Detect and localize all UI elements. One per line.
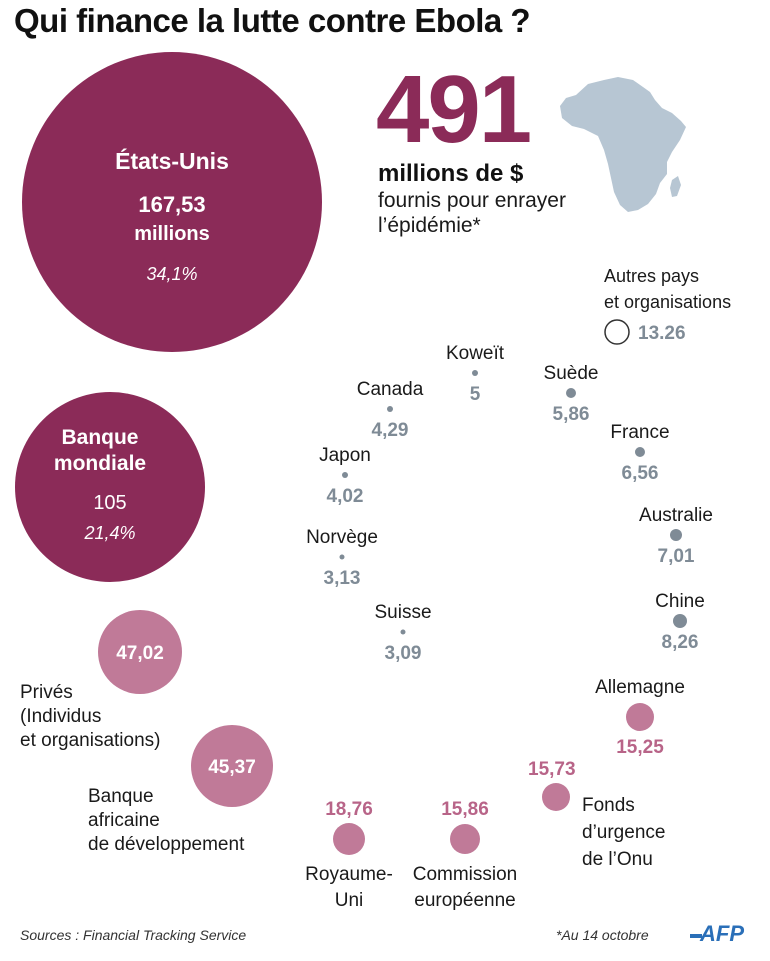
koweit-bubble (472, 370, 478, 376)
fonds-d-urgence-de-l-onu-label-line3: de l’Onu (582, 849, 653, 870)
canada-value: 4,29 (372, 420, 409, 441)
etats-unis-share: 34,1% (146, 264, 197, 284)
fonds-d-urgence-de-l-onu-value: 15,73 (528, 759, 576, 780)
japon-bubble (342, 472, 348, 478)
norvege-label: Norvège (306, 527, 378, 548)
chine-label: Chine (655, 591, 705, 612)
royaume-uni-value: 18,76 (325, 799, 373, 820)
suisse-bubble (400, 629, 406, 635)
canada-bubble (387, 406, 393, 412)
total-description: fournis pour enrayer l’épidémie* (378, 189, 566, 237)
etats-unis-label: États-Unis (115, 147, 229, 174)
prives-individus-et-organisations-bubble (98, 610, 182, 694)
banque-africaine-de-developpement-label-line3: de développement (88, 834, 245, 855)
commission-europeenne-label-line2: européenne (414, 890, 515, 911)
canada-label: Canada (357, 379, 424, 400)
japon-value: 4,02 (327, 486, 364, 507)
total-unit: millions de $ (378, 160, 524, 187)
fonds-d-urgence-de-l-onu-bubble (542, 783, 570, 811)
royaume-uni-bubble (333, 823, 365, 855)
allemagne-bubble (626, 703, 654, 731)
banque-africaine-de-developpement-value: 45,37 (208, 757, 256, 778)
prives-individus-et-organisations-label-line1: Privés (20, 682, 73, 703)
chart-title: Qui finance la lutte contre Ebola ? (14, 2, 531, 39)
france-bubble (635, 447, 645, 457)
autres-pays-et-organisations-bubble (604, 319, 630, 345)
total-amount: 491 (376, 56, 532, 163)
australie-label: Australie (639, 505, 713, 526)
banque-mondiale-bubble (15, 392, 205, 582)
france-value: 6,56 (622, 463, 659, 484)
prives-individus-et-organisations-value: 47,02 (116, 643, 164, 664)
prives-individus-et-organisations-label-line3: et organisations) (20, 730, 160, 751)
koweit-value: 5 (470, 384, 481, 405)
etats-unis-value: 167,53 (138, 192, 205, 217)
autres-pays-et-organisations-label-line2: et organisations (604, 292, 731, 312)
banque-africaine-de-developpement-label-line1: Banque (88, 786, 154, 807)
suisse-value: 3,09 (385, 643, 422, 664)
royaume-uni-label-line2: Uni (335, 890, 364, 911)
afp-logo-text: AFP (699, 921, 744, 946)
banque-africaine-de-developpement-bubble (191, 725, 273, 807)
norvege-bubble (339, 554, 345, 560)
banque-mondiale-label-line2: mondiale (54, 452, 146, 475)
autres-pays-et-organisations-label-line1: Autres pays (604, 266, 699, 286)
fonds-d-urgence-de-l-onu-label-line1: Fonds (582, 795, 635, 816)
suisse-label: Suisse (374, 602, 431, 623)
fonds-d-urgence-de-l-onu-label-line2: d’urgence (582, 822, 665, 843)
banque-mondiale-value: 105 (93, 492, 126, 514)
commission-europeenne-value: 15,86 (441, 799, 489, 820)
allemagne-value: 15,25 (616, 737, 664, 758)
commission-europeenne-label-line1: Commission (413, 864, 518, 885)
suede-value: 5,86 (553, 404, 590, 425)
australie-value: 7,01 (658, 546, 695, 567)
france-label: France (610, 422, 669, 443)
banque-africaine-de-developpement-label-line2: africaine (88, 810, 160, 831)
banque-mondiale-share: 21,4% (83, 523, 135, 543)
afp-logo: AFP (690, 921, 744, 946)
chine-value: 8,26 (662, 632, 699, 653)
australie-bubble (670, 529, 682, 541)
suede-label: Suède (544, 363, 599, 384)
chine-bubble (673, 614, 687, 628)
suede-bubble (566, 388, 576, 398)
norvege-value: 3,13 (324, 568, 361, 589)
allemagne-label: Allemagne (595, 677, 685, 698)
date-note: *Au 14 octobre (556, 927, 649, 943)
etats-unis-unit: millions (134, 223, 210, 245)
banque-mondiale-label-line1: Banque (61, 426, 138, 449)
autres-pays-et-organisations-value: 13.26 (638, 323, 686, 344)
source-note: Sources : Financial Tracking Service (20, 927, 247, 943)
commission-europeenne-bubble (450, 824, 480, 854)
etats-unis-bubble (22, 52, 322, 352)
royaume-uni-label-line1: Royaume- (305, 864, 393, 885)
africa-map-icon (560, 77, 686, 212)
japon-label: Japon (319, 445, 371, 466)
koweit-label: Koweït (446, 343, 505, 364)
prives-individus-et-organisations-label-line2: (Individus (20, 706, 101, 727)
